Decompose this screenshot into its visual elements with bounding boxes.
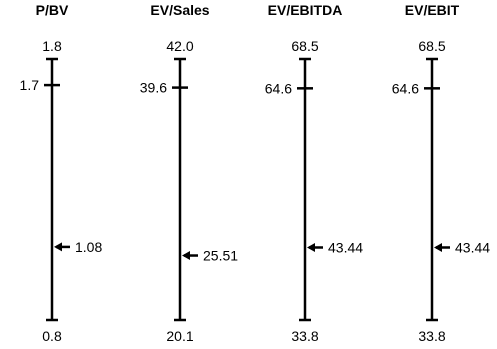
arrow-head [182, 251, 190, 261]
marker-label: 1.7 [20, 77, 40, 93]
arrow-label: 1.08 [75, 239, 102, 255]
marker-label: 64.6 [265, 80, 292, 96]
range-min-label: 0.8 [42, 328, 62, 344]
marker-label: 64.6 [392, 80, 419, 96]
panel-title: EV/EBITDA [268, 2, 343, 18]
range-max-label: 1.8 [42, 38, 62, 54]
arrow-head [434, 242, 442, 252]
range-min-label: 20.1 [166, 328, 193, 344]
arrow-label: 25.51 [203, 248, 238, 264]
panel-title: EV/Sales [150, 2, 209, 18]
arrow-head [54, 242, 62, 252]
arrow-label: 43.44 [455, 239, 490, 255]
range-max-label: 68.5 [418, 38, 445, 54]
marker-label: 39.6 [140, 80, 167, 96]
panel-title: EV/EBIT [405, 2, 460, 18]
arrow-head [307, 242, 315, 252]
panel-title: P/BV [36, 2, 69, 18]
arrow-label: 43.44 [328, 239, 363, 255]
range-min-label: 33.8 [291, 328, 318, 344]
range-min-label: 33.8 [418, 328, 445, 344]
range-max-label: 42.0 [166, 38, 193, 54]
range-max-label: 68.5 [291, 38, 318, 54]
